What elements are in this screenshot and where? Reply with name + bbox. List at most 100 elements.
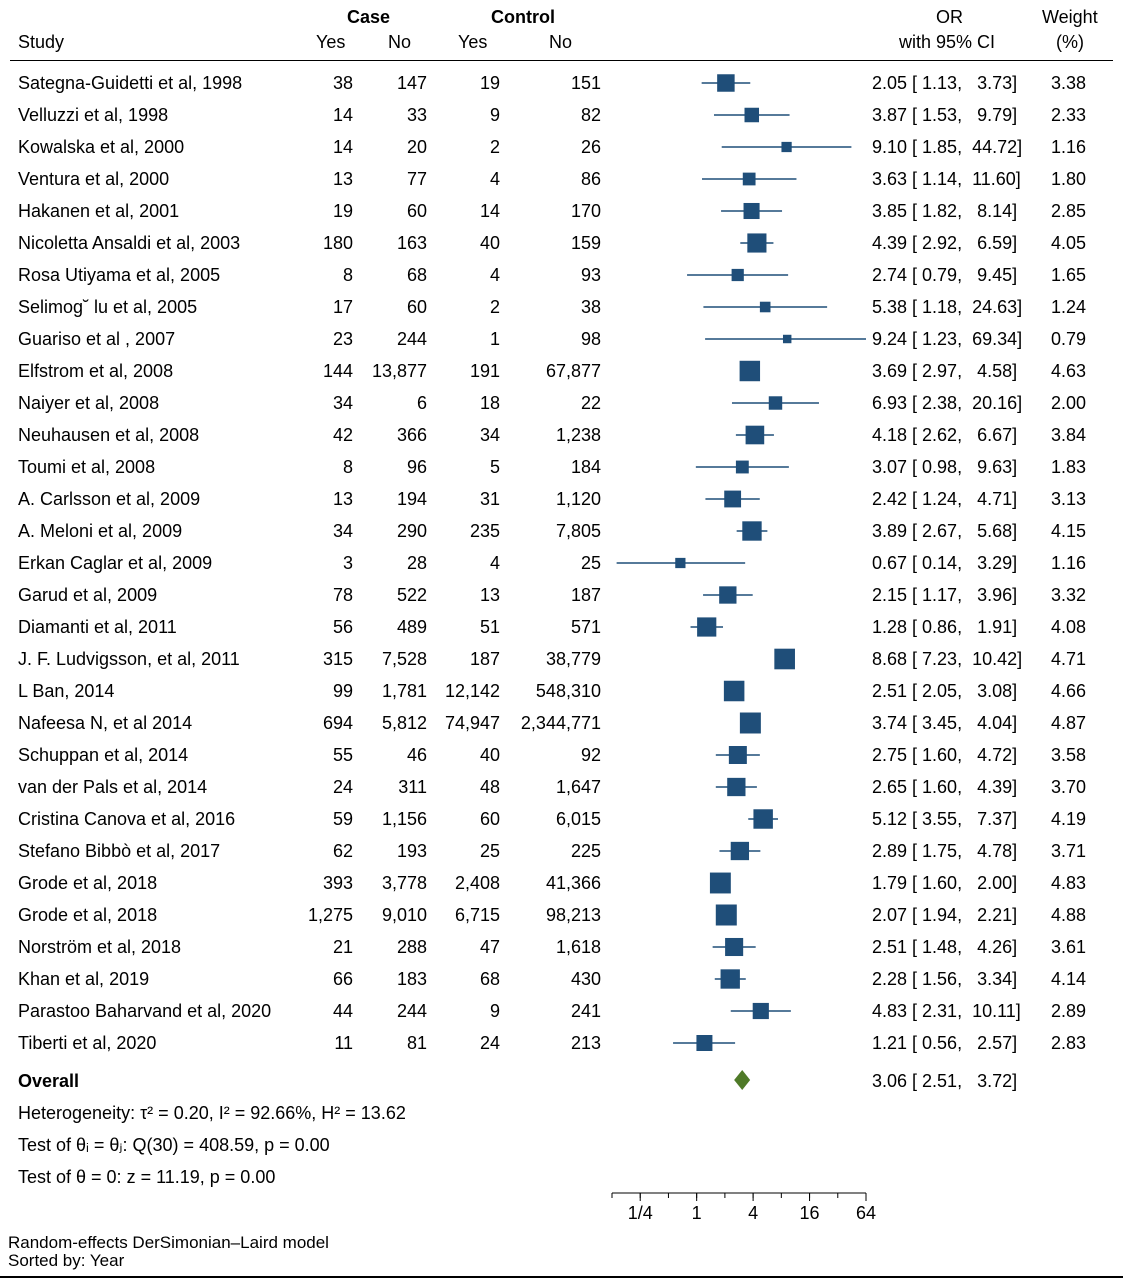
weight-value: 3.38 — [1050, 73, 1086, 93]
case-yes-value: 23 — [332, 329, 353, 349]
case-yes-value: 694 — [322, 713, 353, 733]
weight-value: 3.84 — [1050, 425, 1086, 445]
or-ci-value: 3.63 [ 1.14, 11.60] — [872, 169, 1021, 189]
case-yes-value: 8 — [342, 457, 353, 477]
x-axis-tick-label: 1 — [692, 1203, 702, 1223]
study-name: Garud et al, 2009 — [18, 585, 158, 605]
weight-value: 1.16 — [1050, 553, 1086, 573]
control-yes-value: 60 — [479, 809, 500, 829]
study-name: Erkan Caglar et al, 2009 — [18, 553, 213, 573]
study-name: Diamanti et al, 2011 — [18, 617, 177, 637]
x-axis-tick-label: 64 — [856, 1203, 876, 1223]
case-yes-value: 66 — [332, 969, 353, 989]
case-yes-value: 19 — [332, 201, 353, 221]
model-note: Random-effects DerSimonian–Laird model — [8, 1233, 329, 1252]
or-ci-value: 9.10 [ 1.85, 44.72] — [872, 137, 1023, 157]
heterogeneity-text: Heterogeneity: τ² = 0.20, I² = 92.66%, H… — [18, 1103, 406, 1123]
study-square — [730, 841, 750, 861]
control-no-value: 241 — [570, 1001, 601, 1021]
control-no-value: 82 — [580, 105, 601, 125]
weight-value: 3.70 — [1050, 777, 1086, 797]
study-square — [781, 141, 792, 153]
case-yes-value: 56 — [332, 617, 353, 637]
control-yes-value: 19 — [479, 73, 500, 93]
study-square — [782, 334, 792, 344]
weight-value: 4.83 — [1050, 873, 1086, 893]
or-ci-value: 0.67 [ 0.14, 3.29] — [872, 553, 1018, 573]
case-yes-value: 1,275 — [307, 905, 353, 925]
control-yes-value: 235 — [469, 521, 500, 541]
study-name: L Ban, 2014 — [18, 681, 115, 701]
control-yes-value: 14 — [479, 201, 500, 221]
case-yes-value: 144 — [322, 361, 353, 381]
or-header: OR — [936, 7, 963, 27]
case-no-value: 147 — [396, 73, 427, 93]
study-name: Neuhausen et al, 2008 — [18, 425, 200, 445]
case-no-value: 163 — [396, 233, 427, 253]
study-name: Naiyer et al, 2008 — [18, 393, 160, 413]
control-yes-value: 74,947 — [444, 713, 500, 733]
bottom-rule — [0, 1276, 1123, 1278]
case-no-value: 244 — [396, 1001, 427, 1021]
study-square — [774, 648, 795, 670]
case-yes-value: 11 — [334, 1033, 353, 1053]
or-ci-value: 4.83 [ 2.31, 10.11] — [872, 1001, 1021, 1021]
weight-value: 2.89 — [1050, 1001, 1086, 1021]
study-square — [717, 74, 735, 92]
control-yes-value: 1 — [489, 329, 500, 349]
or-ci-value: 6.93 [ 2.38, 20.16] — [872, 393, 1023, 413]
case-yes-value: 3 — [342, 553, 353, 573]
control-no-value: 7,805 — [555, 521, 601, 541]
case-no-value: 81 — [406, 1033, 427, 1053]
study-name: Nafeesa N, et al 2014 — [18, 713, 193, 733]
case-no-value: 183 — [396, 969, 427, 989]
x-axis-tick-label: 1/4 — [628, 1203, 653, 1223]
study-square — [759, 301, 771, 313]
weight-value: 3.71 — [1050, 841, 1086, 861]
case-yes-value: 8 — [342, 265, 353, 285]
study-square — [768, 396, 783, 410]
case-no-value: 288 — [396, 937, 427, 957]
or-ci-value: 2.65 [ 1.60, 4.39] — [872, 777, 1018, 797]
or-ci-value: 2.28 [ 1.56, 3.34] — [872, 969, 1018, 989]
control-no-value: 25 — [580, 553, 601, 573]
control-yes-value: 4 — [489, 169, 500, 189]
weight-value: 1.24 — [1050, 297, 1086, 317]
or-ci-value: 1.21 [ 0.56, 2.57] — [872, 1033, 1018, 1053]
or-ci-value: 5.12 [ 3.55, 7.37] — [872, 809, 1018, 829]
study-square — [743, 202, 760, 220]
study-name: Parastoo Baharvand et al, 2020 — [18, 1001, 272, 1021]
control-yes-value: 13 — [479, 585, 500, 605]
control-no-value: 22 — [580, 393, 601, 413]
weight-value: 1.83 — [1050, 457, 1086, 477]
study-square — [719, 586, 737, 604]
or-ci-value: 2.42 [ 1.24, 4.71] — [872, 489, 1018, 509]
case-no-header: No — [388, 32, 412, 52]
study-name: Grode et al, 2018 — [18, 873, 158, 893]
case-yes-value: 21 — [332, 937, 353, 957]
study-square — [725, 937, 744, 957]
control-no-value: 430 — [570, 969, 601, 989]
study-square — [675, 557, 686, 569]
weight-value: 4.87 — [1050, 713, 1086, 733]
study-square — [739, 712, 761, 734]
case-no-value: 366 — [396, 425, 427, 445]
control-header: Control — [491, 7, 555, 27]
study-square — [742, 172, 756, 186]
weight-value: 4.63 — [1050, 361, 1086, 381]
case-yes-value: 38 — [332, 73, 353, 93]
weight-value: 4.66 — [1050, 681, 1086, 701]
control-no-value: 1,120 — [555, 489, 601, 509]
weight-header: Weight — [1042, 7, 1098, 27]
study-square — [728, 746, 747, 764]
case-no-value: 60 — [406, 201, 427, 221]
case-no-value: 20 — [406, 137, 427, 157]
control-yes-value: 18 — [479, 393, 500, 413]
study-square — [724, 490, 742, 508]
control-yes-header: Yes — [458, 32, 488, 52]
study-square — [735, 460, 749, 474]
case-no-value: 1,781 — [381, 681, 427, 701]
case-yes-value: 14 — [332, 105, 353, 125]
case-yes-value: 42 — [332, 425, 353, 445]
control-no-value: 6,015 — [555, 809, 601, 829]
